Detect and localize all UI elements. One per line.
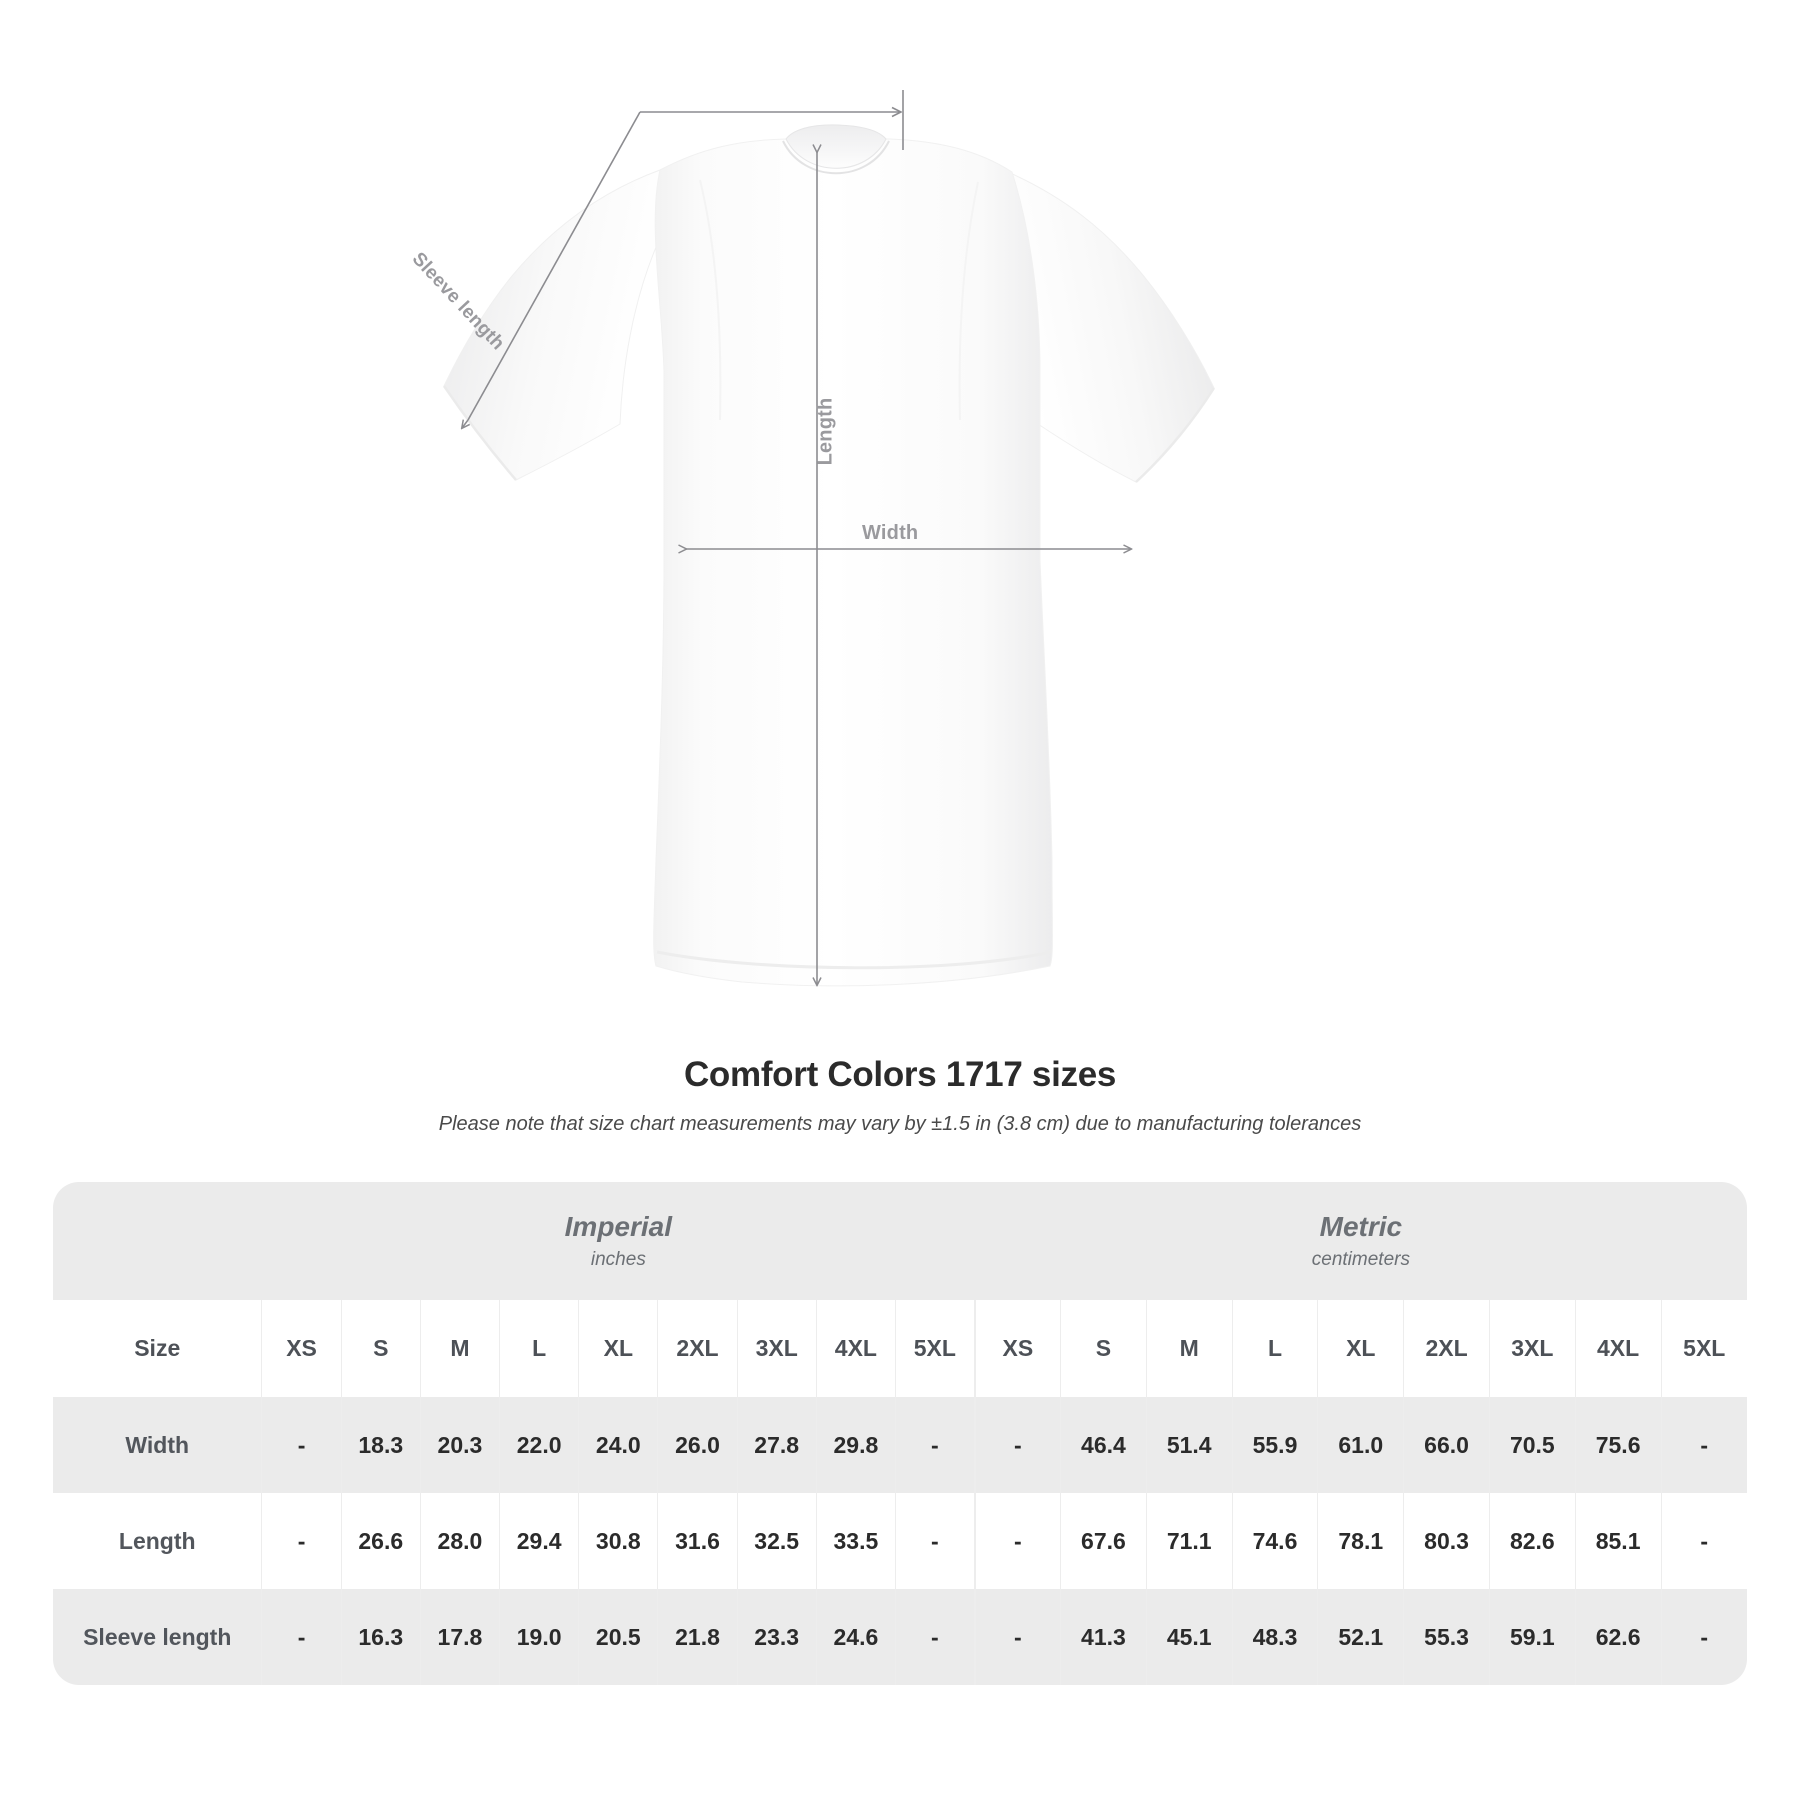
table-row-width: Width - 18.3 20.3 22.0 24.0 26.0 27.8 29… [53, 1397, 1747, 1493]
size-header-row: Size XS S M L XL 2XL 3XL 4XL 5XL XS S M … [53, 1300, 1747, 1397]
width-met-L: 55.9 [1231, 1397, 1318, 1493]
size-header-met-5XL: 5XL [1660, 1300, 1747, 1397]
unit-group-metric-name: Metric [1319, 1211, 1403, 1243]
shirt-shape [442, 124, 1216, 987]
sleeve-met-XL: 52.1 [1317, 1589, 1404, 1685]
size-header-imp-S: S [340, 1300, 421, 1397]
width-dimension-label: Width [862, 522, 919, 544]
sleeve-imp-L: 19.0 [499, 1589, 579, 1685]
sleeve-imp-5XL: - [894, 1589, 975, 1685]
width-met-2XL: 66.0 [1403, 1397, 1490, 1493]
width-met-4XL: 75.6 [1574, 1397, 1661, 1493]
width-imp-XL: 24.0 [578, 1397, 658, 1493]
size-header-imp-L: L [499, 1300, 579, 1397]
size-chart-table: Imperial inches Metric centimeters Size … [53, 1182, 1747, 1685]
length-imp-XL: 30.8 [578, 1493, 658, 1589]
sleeve-imp-M: 17.8 [419, 1589, 500, 1685]
sleeve-imp-XL: 20.5 [578, 1589, 658, 1685]
width-imp-S: 18.3 [340, 1397, 421, 1493]
unit-group-imperial: Imperial inches [261, 1182, 975, 1300]
size-header-met-XS: XS [973, 1300, 1061, 1397]
width-met-M: 51.4 [1145, 1397, 1233, 1493]
width-met-S: 46.4 [1060, 1397, 1147, 1493]
sleeve-met-S: 41.3 [1060, 1589, 1147, 1685]
row-label-length: Length [53, 1493, 262, 1589]
size-header-met-XL: XL [1317, 1300, 1404, 1397]
sleeve-imp-2XL: 21.8 [657, 1589, 738, 1685]
size-header-imp-XL: XL [578, 1300, 658, 1397]
sleeve-met-4XL: 62.6 [1574, 1589, 1661, 1685]
length-imp-M: 28.0 [419, 1493, 500, 1589]
length-met-5XL: - [1660, 1493, 1747, 1589]
width-met-XL: 61.0 [1317, 1397, 1404, 1493]
tshirt-illustration [442, 90, 1216, 1040]
size-header-met-S: S [1060, 1300, 1147, 1397]
table-row-sleeve-length: Sleeve length - 16.3 17.8 19.0 20.5 21.8… [53, 1589, 1747, 1685]
sleeve-met-2XL: 55.3 [1403, 1589, 1490, 1685]
width-imp-XS: - [261, 1397, 342, 1493]
length-imp-S: 26.6 [340, 1493, 421, 1589]
size-header-met-L: L [1231, 1300, 1318, 1397]
length-met-2XL: 80.3 [1403, 1493, 1490, 1589]
width-met-3XL: 70.5 [1488, 1397, 1576, 1493]
unit-row-spacer [53, 1182, 262, 1300]
length-imp-3XL: 32.5 [736, 1493, 817, 1589]
size-header-imp-4XL: 4XL [815, 1300, 896, 1397]
length-met-L: 74.6 [1231, 1493, 1318, 1589]
size-header-imp-5XL: 5XL [894, 1300, 975, 1397]
length-imp-L: 29.4 [499, 1493, 579, 1589]
row-label-width: Width [53, 1397, 262, 1493]
sleeve-met-5XL: - [1660, 1589, 1747, 1685]
width-met-XS: - [973, 1397, 1061, 1493]
sleeve-imp-3XL: 23.3 [736, 1589, 817, 1685]
tolerance-note: Please note that size chart measurements… [438, 1113, 1362, 1135]
unit-group-imperial-name: Imperial [564, 1211, 673, 1243]
sleeve-met-L: 48.3 [1231, 1589, 1318, 1685]
size-header-met-2XL: 2XL [1403, 1300, 1490, 1397]
length-imp-5XL: - [894, 1493, 975, 1589]
width-imp-5XL: - [894, 1397, 975, 1493]
width-imp-4XL: 29.8 [815, 1397, 896, 1493]
length-imp-2XL: 31.6 [657, 1493, 738, 1589]
width-imp-L: 22.0 [499, 1397, 579, 1493]
length-imp-4XL: 33.5 [815, 1493, 896, 1589]
length-dimension-label: Length [814, 397, 837, 466]
length-met-3XL: 82.6 [1488, 1493, 1576, 1589]
size-header-label: Size [53, 1300, 262, 1397]
unit-group-imperial-sub: inches [590, 1248, 646, 1270]
length-met-XS: - [973, 1493, 1061, 1589]
unit-group-metric: Metric centimeters [974, 1182, 1747, 1300]
sleeve-imp-XS: - [261, 1589, 342, 1685]
size-header-imp-3XL: 3XL [736, 1300, 817, 1397]
unit-group-metric-sub: centimeters [1311, 1248, 1410, 1270]
table-row-length: Length - 26.6 28.0 29.4 30.8 31.6 32.5 3… [53, 1493, 1747, 1589]
sleeve-imp-S: 16.3 [340, 1589, 421, 1685]
page-title: Comfort Colors 1717 sizes [683, 1055, 1117, 1094]
size-header-imp-2XL: 2XL [657, 1300, 738, 1397]
length-met-M: 71.1 [1145, 1493, 1233, 1589]
row-label-sleeve-length: Sleeve length [53, 1589, 262, 1685]
size-header-met-M: M [1145, 1300, 1233, 1397]
sleeve-met-XS: - [973, 1589, 1061, 1685]
width-imp-3XL: 27.8 [736, 1397, 817, 1493]
length-imp-XS: - [261, 1493, 342, 1589]
length-met-S: 67.6 [1060, 1493, 1147, 1589]
size-chart-table-wrapper: Imperial inches Metric centimeters Size … [53, 1182, 1747, 1685]
width-imp-2XL: 26.0 [657, 1397, 738, 1493]
tshirt-diagram: Sleeve length Length Width [408, 90, 1216, 1040]
title-block: Comfort Colors 1717 sizes Please note th… [0, 1055, 1800, 1136]
width-imp-M: 20.3 [419, 1397, 500, 1493]
sleeve-met-3XL: 59.1 [1488, 1589, 1576, 1685]
size-header-met-3XL: 3XL [1488, 1300, 1576, 1397]
sleeve-met-M: 45.1 [1145, 1589, 1233, 1685]
length-met-4XL: 85.1 [1574, 1493, 1661, 1589]
size-header-imp-M: M [419, 1300, 500, 1397]
width-met-5XL: - [1660, 1397, 1747, 1493]
size-header-imp-XS: XS [261, 1300, 342, 1397]
size-header-met-4XL: 4XL [1574, 1300, 1661, 1397]
length-met-XL: 78.1 [1317, 1493, 1404, 1589]
sleeve-imp-4XL: 24.6 [815, 1589, 896, 1685]
measurement-lines [462, 90, 1131, 985]
unit-group-row: Imperial inches Metric centimeters [53, 1182, 1747, 1300]
